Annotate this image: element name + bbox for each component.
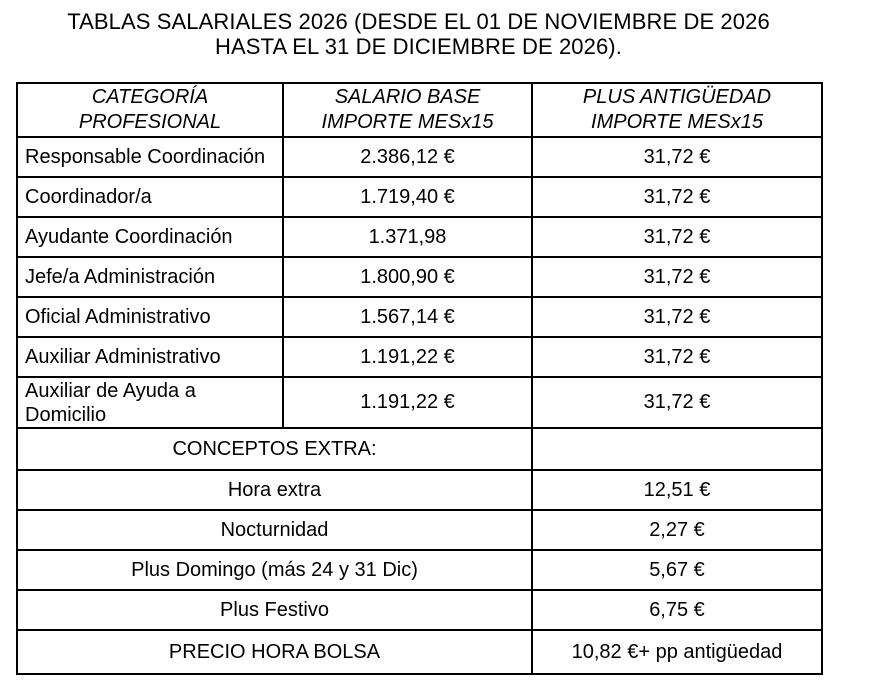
- plus-antiguedad-cell: 31,72 €: [531, 376, 823, 429]
- header-row: CATEGORÍA PROFESIONAL SALARIO BASE IMPOR…: [16, 82, 823, 138]
- base-salary-cell: 1.800,90 €: [282, 256, 533, 298]
- salary-row: Auxiliar de Ayuda a Domicilio 1.191,22 €…: [16, 376, 823, 429]
- document-title-line-2: HASTA EL 31 DE DICIEMBRE DE 2026).: [215, 34, 622, 59]
- concept-cell: Nocturnidad: [16, 509, 533, 551]
- salary-table: CATEGORÍA PROFESIONAL SALARIO BASE IMPOR…: [16, 82, 823, 675]
- plus-antiguedad-cell: 31,72 €: [531, 336, 823, 378]
- col-header-categoria-profesional: CATEGORÍA PROFESIONAL: [16, 82, 284, 138]
- base-salary-cell: 1.567,14 €: [282, 296, 533, 338]
- plus-antiguedad-cell: 31,72 €: [531, 176, 823, 218]
- plus-antiguedad-cell: 31,72 €: [531, 296, 823, 338]
- base-salary-cell: 1.191,22 €: [282, 336, 533, 378]
- col-header-salario-base: SALARIO BASE IMPORTE MESx15: [282, 82, 533, 138]
- category-cell: Ayudante Coordinación: [16, 216, 284, 258]
- value-cell: 12,51 €: [531, 469, 823, 511]
- base-salary-cell: 1.719,40 €: [282, 176, 533, 218]
- extra-row: PRECIO HORA BOLSA 10,82 €+ pp antigüedad: [16, 629, 823, 675]
- empty-cell: [531, 427, 823, 471]
- category-cell: Auxiliar Administrativo: [16, 336, 284, 378]
- plus-antiguedad-cell: 31,72 €: [531, 256, 823, 298]
- base-salary-cell: 1.371,98: [282, 216, 533, 258]
- category-cell: Coordinador/a: [16, 176, 284, 218]
- concept-cell: PRECIO HORA BOLSA: [16, 629, 533, 675]
- concept-cell: Hora extra: [16, 469, 533, 511]
- extra-row: Plus Festivo 6,75 €: [16, 589, 823, 631]
- plus-antiguedad-cell: 31,72 €: [531, 136, 823, 178]
- col-header-plus-antiguedad: PLUS ANTIGÜEDAD IMPORTE MESx15: [531, 82, 823, 138]
- concept-cell: Plus Festivo: [16, 589, 533, 631]
- section-label-cell: CONCEPTOS EXTRA:: [16, 427, 533, 471]
- base-salary-cell: 2.386,12 €: [282, 136, 533, 178]
- value-cell: 5,67 €: [531, 549, 823, 591]
- salary-row: Responsable Coordinación 2.386,12 € 31,7…: [16, 136, 823, 178]
- category-cell: Auxiliar de Ayuda a Domicilio: [16, 376, 284, 429]
- document-title: TABLAS SALARIALES 2026 (DESDE EL 01 DE N…: [16, 9, 821, 59]
- category-cell: Responsable Coordinación: [16, 136, 284, 178]
- salary-row: Oficial Administrativo 1.567,14 € 31,72 …: [16, 296, 823, 338]
- salary-row: Ayudante Coordinación 1.371,98 31,72 €: [16, 216, 823, 258]
- value-cell: 2,27 €: [531, 509, 823, 551]
- plus-antiguedad-cell: 31,72 €: [531, 216, 823, 258]
- category-cell: Jefe/a Administración: [16, 256, 284, 298]
- extra-row: Nocturnidad 2,27 €: [16, 509, 823, 551]
- concept-cell: Plus Domingo (más 24 y 31 Dic): [16, 549, 533, 591]
- extra-row: Plus Domingo (más 24 y 31 Dic) 5,67 €: [16, 549, 823, 591]
- base-salary-cell: 1.191,22 €: [282, 376, 533, 429]
- salary-row: Coordinador/a 1.719,40 € 31,72 €: [16, 176, 823, 218]
- salary-row: Jefe/a Administración 1.800,90 € 31,72 €: [16, 256, 823, 298]
- extra-row: Hora extra 12,51 €: [16, 469, 823, 511]
- category-cell: Oficial Administrativo: [16, 296, 284, 338]
- salary-row: Auxiliar Administrativo 1.191,22 € 31,72…: [16, 336, 823, 378]
- section-row: CONCEPTOS EXTRA:: [16, 427, 823, 471]
- value-cell: 6,75 €: [531, 589, 823, 631]
- value-cell: 10,82 €+ pp antigüedad: [531, 629, 823, 675]
- document-title-line-1: TABLAS SALARIALES 2026 (DESDE EL 01 DE N…: [67, 9, 770, 34]
